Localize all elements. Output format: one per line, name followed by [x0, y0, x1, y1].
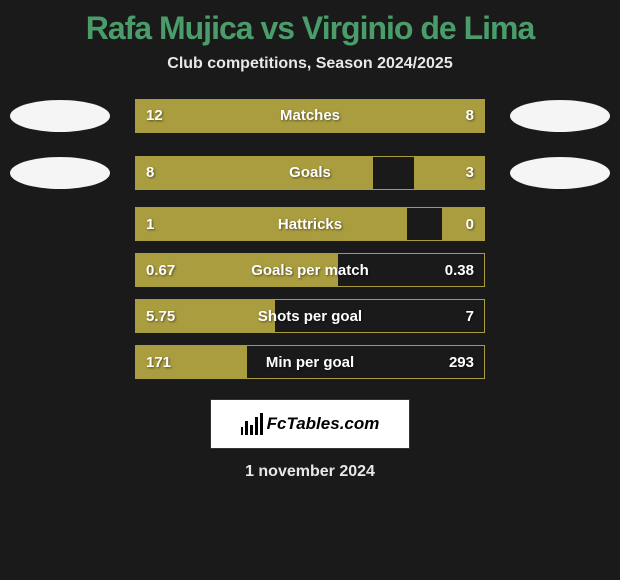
- stat-value-right: 0: [466, 216, 474, 233]
- player-avatar-left: [5, 150, 115, 195]
- spacer: [505, 316, 615, 317]
- stat-value-right: 3: [466, 164, 474, 181]
- stat-value-left: 8: [146, 164, 154, 181]
- stat-row: 171 293 Min per goal: [5, 345, 615, 379]
- stat-bar: 0.67 0.38 Goals per match: [135, 253, 485, 287]
- stat-label: Hattricks: [278, 216, 342, 233]
- stat-bar: 1 0 Hattricks: [135, 207, 485, 241]
- stat-bar: 8 3 Goals: [135, 156, 485, 190]
- stat-label: Shots per goal: [258, 308, 362, 325]
- stat-value-left: 5.75: [146, 308, 175, 325]
- stat-bar: 5.75 7 Shots per goal: [135, 299, 485, 333]
- bar-left-fill: [136, 208, 407, 240]
- stat-label: Goals: [289, 164, 331, 181]
- spacer: [505, 224, 615, 225]
- avatar-placeholder-icon: [510, 100, 610, 132]
- stat-label: Min per goal: [266, 354, 354, 371]
- subtitle: Club competitions, Season 2024/2025: [167, 55, 452, 73]
- spacer: [5, 362, 115, 363]
- spacer: [5, 270, 115, 271]
- stats-section: 12 8 Matches 8 3 Goals 1 0 Hattricks 0.67 0.38 Goal…: [5, 93, 615, 391]
- stat-value-right: 8: [466, 107, 474, 124]
- stat-value-left: 171: [146, 354, 171, 371]
- bars-icon: [241, 413, 263, 435]
- avatar-placeholder-icon: [510, 157, 610, 189]
- bar-right-fill: [442, 208, 484, 240]
- page-title: Rafa Mujica vs Virginio de Lima: [86, 10, 535, 47]
- stat-bar: 12 8 Matches: [135, 99, 485, 133]
- avatar-placeholder-icon: [10, 157, 110, 189]
- stat-row: 0.67 0.38 Goals per match: [5, 253, 615, 287]
- stat-row: 8 3 Goals: [5, 150, 615, 195]
- stat-value-left: 1: [146, 216, 154, 233]
- stat-value-left: 12: [146, 107, 163, 124]
- bar-right-fill: [345, 100, 484, 132]
- stat-value-left: 0.67: [146, 262, 175, 279]
- player-avatar-left: [5, 93, 115, 138]
- spacer: [5, 224, 115, 225]
- stat-label: Matches: [280, 107, 340, 124]
- date-label: 1 november 2024: [245, 463, 375, 481]
- brand-logo[interactable]: FcTables.com: [210, 399, 410, 449]
- stat-bar: 171 293 Min per goal: [135, 345, 485, 379]
- stat-value-right: 0.38: [445, 262, 474, 279]
- spacer: [505, 362, 615, 363]
- stat-label: Goals per match: [251, 262, 369, 279]
- spacer: [505, 270, 615, 271]
- player-avatar-right: [505, 150, 615, 195]
- stat-row: 1 0 Hattricks: [5, 207, 615, 241]
- player-avatar-right: [505, 93, 615, 138]
- stat-row: 12 8 Matches: [5, 93, 615, 138]
- comparison-widget: Rafa Mujica vs Virginio de Lima Club com…: [0, 0, 620, 491]
- spacer: [5, 316, 115, 317]
- bar-left-fill: [136, 157, 373, 189]
- stat-value-right: 7: [466, 308, 474, 325]
- brand-text: FcTables.com: [267, 414, 380, 434]
- stat-value-right: 293: [449, 354, 474, 371]
- stat-row: 5.75 7 Shots per goal: [5, 299, 615, 333]
- avatar-placeholder-icon: [10, 100, 110, 132]
